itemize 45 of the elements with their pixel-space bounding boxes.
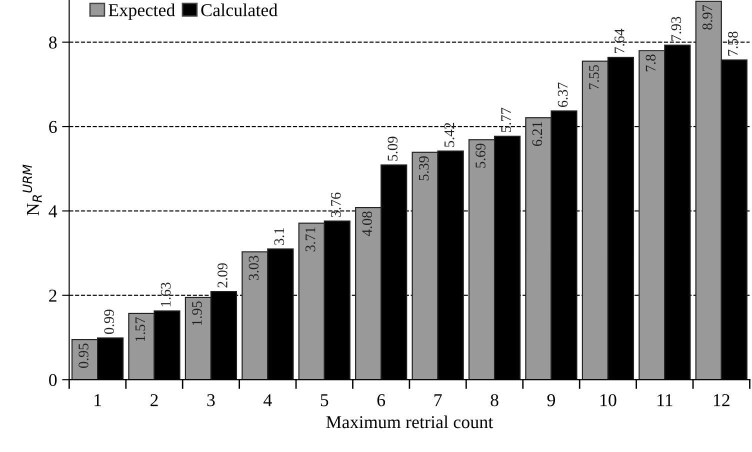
data-label: 0.99 xyxy=(104,310,114,334)
x-tick-label: 11 xyxy=(658,394,672,406)
y-axis-title: N$_{R}$$^{URM}$ xyxy=(22,164,42,216)
x-tick-label: 4 xyxy=(264,394,272,406)
y-tick-label: 0 xyxy=(49,374,57,386)
data-label: 1.95 xyxy=(192,301,202,326)
data-label: 5.69 xyxy=(476,144,486,168)
data-label: 0.95 xyxy=(78,344,88,368)
data-label: 1.57 xyxy=(135,317,146,342)
data-label: 3.71 xyxy=(305,227,316,252)
data-label: 3.76 xyxy=(331,192,341,217)
x-tick-label: 9 xyxy=(547,394,556,406)
data-label: 6.37 xyxy=(558,82,568,107)
x-tick-label: 7 xyxy=(434,394,442,406)
data-label: 7.58 xyxy=(728,32,738,56)
x-tick-label: 10 xyxy=(600,394,616,406)
data-label: 5.77 xyxy=(501,108,512,132)
data-label: 2.09 xyxy=(218,263,228,288)
data-label: 6.21 xyxy=(532,122,542,146)
data-label: 4.08 xyxy=(362,211,372,236)
y-tick-label: 2 xyxy=(49,290,56,302)
data-label: 1.63 xyxy=(160,282,171,306)
x-axis-title: Maximum retrial count xyxy=(326,416,494,428)
data-label: 5.39 xyxy=(418,156,429,180)
x-tick-label: 5 xyxy=(320,394,328,406)
data-label: 5.09 xyxy=(388,136,398,161)
data-label: 5.42 xyxy=(444,122,454,147)
data-label: 3.1 xyxy=(274,228,284,245)
y-tick-label: 4 xyxy=(48,205,58,218)
data-label: 8.97 xyxy=(702,5,712,30)
x-tick-label: 8 xyxy=(490,394,498,406)
y-tick-label: 6 xyxy=(49,120,57,133)
x-tick-label: 3 xyxy=(207,394,215,406)
x-tick-label: 1 xyxy=(94,394,101,406)
x-tick-label: 6 xyxy=(377,394,386,406)
data-label: 7.8 xyxy=(646,54,656,72)
legend-label: Calculated xyxy=(201,4,278,16)
x-tick-label: 2 xyxy=(150,394,158,406)
x-tick-label: 12 xyxy=(714,394,730,406)
y-tick-label: 8 xyxy=(49,36,57,49)
data-label: 7.93 xyxy=(671,16,682,41)
data-label: 7.55 xyxy=(589,65,599,90)
data-label: 3.03 xyxy=(248,256,259,280)
data-label: 7.64 xyxy=(614,28,624,54)
legend-label: Expected xyxy=(108,4,176,20)
